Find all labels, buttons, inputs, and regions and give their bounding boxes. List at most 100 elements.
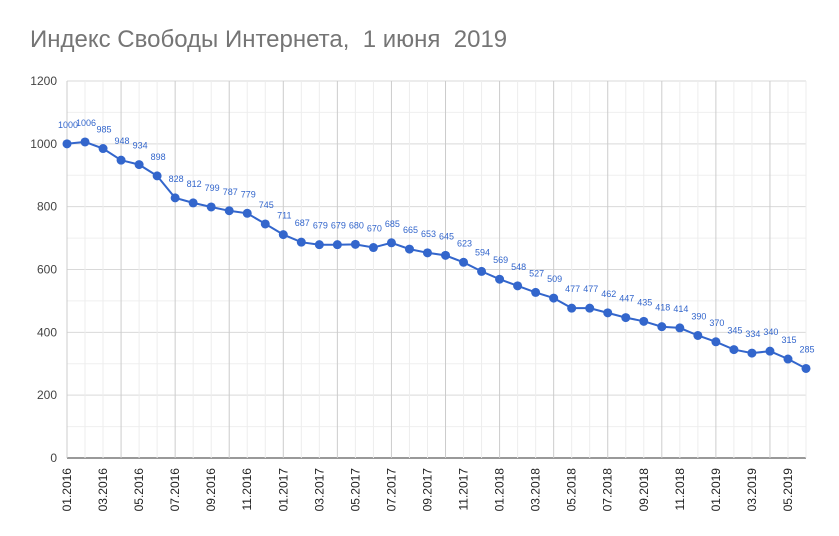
data-label: 898: [151, 152, 166, 162]
data-point: [693, 330, 703, 340]
data-label: 527: [529, 268, 544, 278]
data-label: 799: [205, 183, 220, 193]
data-label: 745: [259, 200, 274, 210]
data-label: 340: [763, 327, 778, 337]
data-point: [621, 313, 631, 323]
data-label: 687: [295, 218, 310, 228]
x-tick-label: 01.2016: [60, 468, 74, 512]
data-label: 787: [223, 187, 238, 197]
data-point: [368, 243, 378, 253]
data-point: [134, 160, 144, 170]
data-label: 285: [799, 344, 814, 354]
data-label: 1006: [76, 118, 96, 128]
y-tick-label: 200: [37, 388, 57, 402]
data-label: 948: [115, 136, 130, 146]
data-point: [513, 281, 523, 291]
data-point: [711, 337, 721, 347]
x-tick-label: 05.2017: [348, 468, 362, 512]
data-point: [675, 323, 685, 333]
x-tick-label: 09.2018: [637, 468, 651, 512]
data-label: 594: [475, 247, 490, 257]
data-point: [585, 303, 595, 313]
x-tick-label: 09.2017: [420, 468, 434, 512]
data-point: [350, 239, 360, 249]
y-tick-label: 400: [37, 325, 57, 339]
data-label: 665: [403, 225, 418, 235]
data-point: [567, 303, 577, 313]
x-tick-label: 11.2017: [457, 468, 471, 511]
x-tick-label: 11.2016: [240, 468, 254, 511]
data-point: [441, 250, 451, 260]
data-label: 812: [187, 179, 202, 189]
data-label: 653: [421, 229, 436, 239]
data-label: 711: [277, 211, 291, 221]
data-point: [459, 257, 469, 267]
x-tick-label: 05.2016: [132, 468, 146, 512]
data-point: [495, 274, 505, 284]
data-point: [80, 137, 90, 147]
y-tick-label: 800: [37, 200, 57, 214]
x-tick-label: 07.2018: [601, 468, 615, 512]
data-point: [278, 230, 288, 240]
data-points: [62, 137, 811, 373]
data-point: [206, 202, 216, 212]
x-tick-label: 03.2019: [745, 468, 759, 512]
data-label: 370: [709, 318, 724, 328]
data-point: [188, 198, 198, 208]
data-point: [603, 308, 613, 318]
data-label: 462: [601, 289, 616, 299]
data-label: 685: [385, 219, 400, 229]
x-tick-label: 05.2018: [565, 468, 579, 512]
data-point: [747, 348, 757, 358]
data-label: 623: [457, 238, 472, 248]
data-point: [62, 139, 72, 149]
x-tick-label: 01.2017: [276, 468, 290, 512]
data-label: 680: [349, 220, 364, 230]
data-point: [729, 345, 739, 355]
y-tick-label: 1200: [30, 74, 57, 88]
data-point: [801, 363, 811, 373]
data-label: 414: [673, 304, 688, 314]
data-point: [314, 240, 324, 250]
data-point: [639, 316, 649, 326]
data-point: [332, 240, 342, 250]
data-point: [477, 266, 487, 276]
x-tick-label: 05.2019: [781, 468, 795, 512]
x-tick-label: 01.2019: [709, 468, 723, 512]
data-point: [170, 193, 180, 203]
data-label: 509: [547, 274, 562, 284]
y-axis-ticks: 0 200 400 600 800 1000 1200: [30, 74, 57, 465]
data-point: [116, 155, 126, 165]
x-tick-label: 03.2018: [529, 468, 543, 512]
data-label: 1000: [58, 120, 78, 130]
grid: [66, 80, 807, 459]
x-tick-label: 03.2016: [96, 468, 110, 512]
data-point: [260, 219, 270, 229]
data-point: [765, 346, 775, 356]
y-tick-label: 600: [37, 263, 57, 277]
x-tick-label: 01.2018: [493, 468, 507, 512]
data-label: 334: [745, 329, 760, 339]
data-label: 435: [637, 297, 652, 307]
data-point: [224, 206, 234, 216]
data-point: [422, 248, 432, 258]
data-point: [152, 171, 162, 181]
data-label: 390: [691, 311, 706, 321]
data-point: [386, 238, 396, 248]
x-axis-ticks: 01.2016 03.2016 05.2016 07.2016 09.2016 11.20…: [60, 468, 795, 512]
x-tick-label: 07.2017: [384, 468, 398, 512]
data-label: 679: [331, 221, 346, 231]
data-label: 315: [781, 335, 796, 345]
data-point: [657, 322, 667, 332]
data-point: [404, 244, 414, 254]
data-label: 828: [169, 174, 184, 184]
data-label: 548: [511, 262, 526, 272]
chart-title: Индекс Свободы Интернета, 1 июня 2019: [30, 26, 508, 53]
data-label: 447: [619, 294, 634, 304]
data-label: 985: [97, 125, 112, 135]
data-point: [296, 237, 306, 247]
data-point: [783, 354, 793, 364]
data-point: [549, 293, 559, 303]
x-tick-label: 09.2016: [204, 468, 218, 512]
